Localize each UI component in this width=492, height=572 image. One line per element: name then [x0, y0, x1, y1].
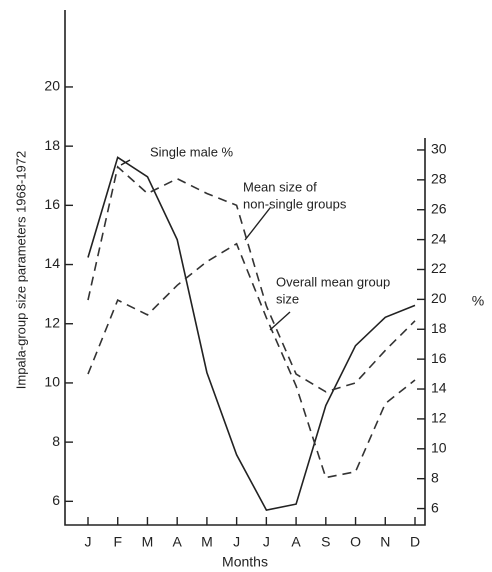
y-tick-label: 8 — [52, 433, 60, 449]
y2-tick-label: 16 — [431, 350, 447, 366]
annotation: Overall mean group — [276, 274, 390, 289]
axes — [64, 10, 426, 526]
y2-tick-label: 6 — [431, 499, 439, 515]
annotation-leader — [244, 207, 271, 241]
annotation: non-single groups — [243, 196, 347, 211]
annotation-leader — [269, 311, 291, 331]
series-line — [87, 156, 416, 512]
x-tick-label: J — [85, 534, 92, 550]
y-tick-label: 10 — [44, 374, 60, 390]
y2-axis-label: % — [472, 293, 484, 309]
y-tick-label: 12 — [44, 314, 60, 330]
x-tick-label: A — [173, 534, 183, 550]
y2-tick-label: 30 — [431, 141, 447, 157]
y-tick-label: 14 — [44, 255, 60, 271]
x-tick-label: O — [350, 534, 361, 550]
x-tick-label: M — [142, 534, 154, 550]
x-tick-label: M — [201, 534, 213, 550]
annotation: Single male % — [150, 144, 234, 159]
x-tick-label: S — [321, 534, 330, 550]
y-tick-label: 16 — [44, 196, 60, 212]
y2-tick-label: 14 — [431, 380, 447, 396]
series-line — [87, 165, 416, 393]
y-tick-label: 6 — [52, 492, 60, 508]
y2-tick-label: 26 — [431, 200, 447, 216]
x-tick-label: J — [263, 534, 270, 550]
y2-tick-label: 20 — [431, 290, 447, 306]
series-line — [87, 242, 416, 479]
x-tick-label: J — [233, 534, 240, 550]
x-tick-label: A — [291, 534, 301, 550]
y2-tick-label: 10 — [431, 439, 447, 455]
x-tick-label: F — [113, 534, 122, 550]
y-tick-label: 20 — [44, 78, 60, 94]
y2-tick-label: 22 — [431, 260, 447, 276]
annotation: Mean size of — [243, 179, 317, 194]
x-tick-label: N — [380, 534, 390, 550]
y2-tick-label: 24 — [431, 230, 447, 246]
y-axis-label: Impala-group size parameters 1968-1972 — [13, 151, 28, 389]
x-tick-label: D — [410, 534, 420, 550]
annotation-leader — [120, 159, 131, 166]
y2-tick-label: 18 — [431, 320, 447, 336]
y2-tick-label: 28 — [431, 171, 447, 187]
y2-tick-label: 8 — [431, 469, 439, 485]
y-tick-label: 18 — [44, 137, 60, 153]
y2-tick-label: 12 — [431, 410, 447, 426]
annotation: size — [276, 291, 299, 306]
x-axis-label: Months — [222, 554, 268, 570]
